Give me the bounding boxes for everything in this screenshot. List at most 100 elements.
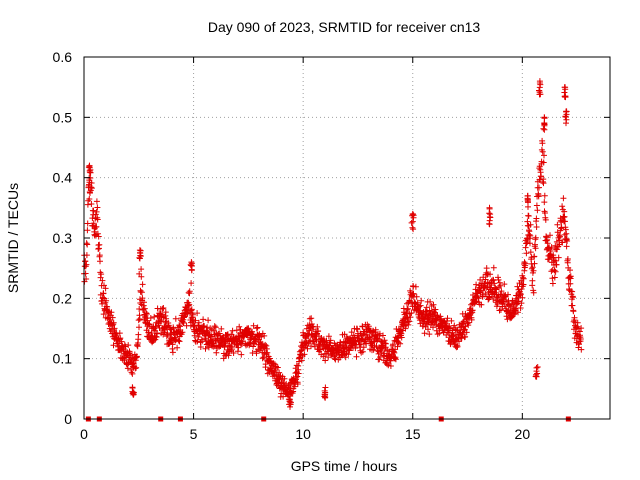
data-point xyxy=(138,289,145,296)
data-point xyxy=(496,284,502,291)
data-point xyxy=(139,295,146,302)
data-point xyxy=(421,330,428,337)
data-point xyxy=(541,152,547,159)
data-point xyxy=(402,325,409,332)
data-point xyxy=(276,369,283,376)
data-point xyxy=(541,199,548,206)
data-point xyxy=(540,159,547,166)
data-point xyxy=(93,208,100,215)
data-point xyxy=(96,252,103,259)
data-point xyxy=(229,346,236,353)
data-point xyxy=(469,307,476,314)
data-point xyxy=(186,301,193,308)
data-point xyxy=(404,306,411,313)
data-point xyxy=(515,309,521,316)
data-point xyxy=(357,341,364,347)
data-point xyxy=(425,326,431,333)
data-point xyxy=(111,325,118,332)
data-point xyxy=(427,298,434,305)
data-point xyxy=(370,346,377,353)
data-point xyxy=(387,363,394,369)
data-point xyxy=(501,281,508,288)
data-point xyxy=(169,341,176,348)
data-point xyxy=(542,216,549,223)
data-point xyxy=(405,305,411,312)
data-point xyxy=(514,283,521,290)
data-point xyxy=(84,220,91,227)
data-point xyxy=(390,341,396,348)
data-point xyxy=(430,324,436,331)
data-point xyxy=(109,314,116,321)
data-point xyxy=(525,212,532,219)
data-point xyxy=(541,114,548,121)
data-point xyxy=(143,311,150,317)
data-point xyxy=(408,310,415,316)
data-point xyxy=(172,315,179,322)
y-tick-label: 0.6 xyxy=(53,49,73,65)
data-point xyxy=(348,329,355,336)
data-point xyxy=(523,250,530,257)
data-point xyxy=(192,317,199,324)
data-point xyxy=(463,329,470,336)
data-point xyxy=(126,350,133,356)
data-point xyxy=(135,331,142,338)
data-point xyxy=(109,322,116,329)
data-point xyxy=(540,125,547,132)
data-point xyxy=(531,253,538,260)
data-point xyxy=(306,315,313,322)
data-point xyxy=(552,242,559,249)
data-point xyxy=(531,260,538,267)
data-point xyxy=(129,384,136,391)
data-point xyxy=(491,280,498,287)
data-point xyxy=(103,297,110,304)
data-point xyxy=(571,314,578,321)
data-point xyxy=(563,243,570,250)
data-point xyxy=(304,345,311,352)
data-point xyxy=(410,226,417,233)
data-point xyxy=(530,289,537,296)
data-point xyxy=(98,271,105,278)
data-point xyxy=(532,241,538,248)
data-point xyxy=(259,355,266,362)
data-point xyxy=(483,265,490,272)
data-point xyxy=(376,330,383,337)
data-point xyxy=(331,355,338,362)
data-point xyxy=(398,334,405,341)
data-point xyxy=(490,296,497,302)
data-point xyxy=(539,148,546,155)
data-point xyxy=(360,344,367,351)
data-point xyxy=(477,276,484,283)
data-point xyxy=(560,195,567,202)
data-point xyxy=(562,84,569,91)
data-point xyxy=(162,309,169,316)
data-point xyxy=(138,266,145,273)
data-point xyxy=(380,332,386,339)
data-point xyxy=(141,305,148,312)
y-tick-label: 0.4 xyxy=(53,170,73,186)
data-point xyxy=(533,373,540,380)
data-point xyxy=(563,116,570,123)
data-point xyxy=(487,271,494,278)
data-point xyxy=(136,270,143,277)
data-point xyxy=(527,232,534,239)
data-point xyxy=(497,307,504,313)
y-tick-label: 0.1 xyxy=(53,351,73,367)
data-point xyxy=(522,260,529,267)
data-point xyxy=(562,93,569,100)
data-point xyxy=(274,364,281,371)
data-point xyxy=(82,258,89,265)
data-point xyxy=(387,357,394,364)
data-point xyxy=(540,180,547,187)
data-point xyxy=(84,241,91,248)
data-point xyxy=(495,276,502,283)
data-point xyxy=(458,335,465,342)
data-point xyxy=(553,261,560,268)
x-tick-label: 5 xyxy=(190,426,198,442)
data-point xyxy=(125,342,132,349)
data-point xyxy=(322,357,329,364)
data-point xyxy=(374,337,381,344)
data-point xyxy=(188,259,195,266)
data-point xyxy=(298,357,305,364)
data-point xyxy=(139,281,146,288)
data-point xyxy=(250,322,257,329)
